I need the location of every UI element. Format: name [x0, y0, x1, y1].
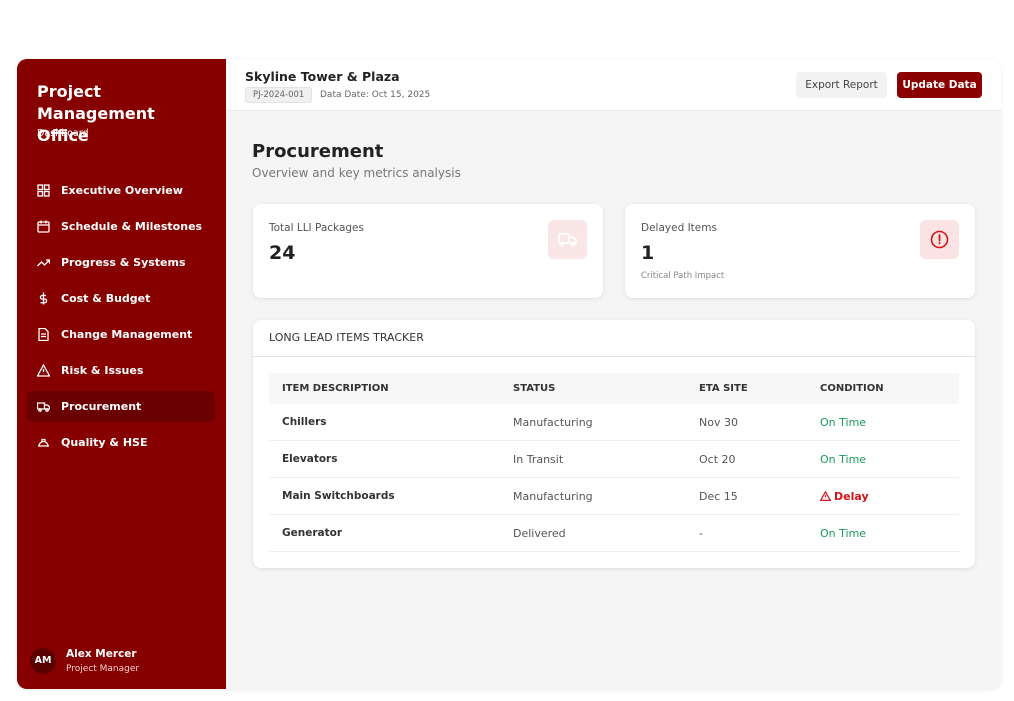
card-value: 1	[641, 242, 655, 264]
nav-label: Change Management	[61, 328, 193, 341]
project-code: PJ-2024-001	[245, 87, 313, 103]
card-icon	[920, 220, 959, 259]
cell-text: Delivered	[513, 527, 566, 540]
cell-text: Elevators	[282, 453, 338, 465]
app-window: Project Management Office Dashboard Exec…	[17, 59, 1001, 689]
nav-item[interactable]: Progress & Systems	[27, 247, 215, 278]
cell-text: Delay	[834, 490, 869, 503]
data-date: Data Date: Oct 15, 2025	[320, 90, 431, 100]
avatar: AM	[30, 648, 56, 674]
table-cell: Generator	[282, 527, 342, 539]
tracker-card: LONG LEAD ITEMS TRACKER ITEM DESCRIPTION…	[253, 320, 975, 568]
column-header: ITEM DESCRIPTION	[282, 383, 389, 394]
nav-label: Schedule & Milestones	[61, 220, 203, 233]
table-cell: -	[699, 527, 703, 540]
cell-text: Generator	[282, 527, 343, 539]
card-label: Total LLI Packages	[269, 222, 364, 234]
nav-icon	[38, 438, 49, 447]
sidebar-title: Project Management Office	[37, 82, 155, 145]
column-header: ETA SITE	[699, 383, 748, 394]
page-title: Procurement	[252, 141, 384, 162]
cell-text: Chillers	[282, 416, 327, 428]
cell-text: Oct 20	[699, 453, 736, 466]
table-row: Main Switchboards Manufacturing Dec 15 Dela…	[269, 478, 959, 515]
table-cell: On Time	[820, 527, 866, 540]
nav-label: Procurement	[61, 400, 142, 413]
nav-label: Cost & Budget	[61, 292, 151, 305]
table-cell: Dec 15	[699, 490, 738, 503]
table-cell: Oct 20	[699, 453, 736, 466]
nav-item[interactable]: Quality & HSE	[27, 427, 215, 458]
nav-item[interactable]: Change Management	[27, 319, 215, 350]
metric-card: Total LLI Packages 24	[253, 204, 603, 298]
table-cell: In Transit	[513, 453, 563, 466]
nav-icon	[37, 184, 50, 197]
nav-icon	[39, 292, 48, 305]
column-header: CONDITION	[820, 383, 884, 394]
table-cell: Manufacturing	[513, 416, 593, 429]
nav-item[interactable]: Schedule & Milestones	[27, 211, 215, 242]
card-icon	[548, 220, 587, 259]
table-cell: On Time	[820, 416, 866, 429]
nav-icon	[37, 402, 50, 412]
nav-icon	[37, 364, 50, 377]
cell-text: Main Switchboards	[282, 490, 395, 502]
table-cell: Elevators	[282, 453, 337, 465]
table-cell: Main Switchboards	[282, 490, 395, 502]
truck-icon	[558, 233, 577, 247]
nav-label: Executive Overview	[61, 184, 183, 197]
nav-icon	[37, 220, 50, 233]
card-value: 24	[269, 242, 296, 264]
cell-text: -	[699, 527, 703, 540]
user-role: Project Manager	[66, 664, 140, 674]
user-name: Alex Mercer	[66, 648, 137, 660]
warning-icon	[819, 490, 832, 501]
cell-text: Manufacturing	[513, 416, 593, 429]
nav-item[interactable]: Risk & Issues	[27, 355, 215, 386]
cell-text: In Transit	[513, 453, 564, 466]
tracker-title: LONG LEAD ITEMS TRACKER	[269, 331, 424, 344]
nav-item[interactable]: Executive Overview	[27, 175, 215, 206]
cell-text: On Time	[820, 527, 867, 540]
card-note: Critical Path Impact	[641, 271, 725, 281]
export-button[interactable]: Export Report	[796, 72, 887, 98]
nav-icon	[38, 328, 49, 341]
cell-text: On Time	[820, 416, 867, 429]
table-row: Elevators In Transit Oct 20 On Time	[269, 441, 959, 478]
table-cell: Nov 30	[699, 416, 738, 429]
nav-label: Risk & Issues	[61, 364, 144, 377]
table-row: Generator Delivered - On Time	[269, 515, 959, 552]
sidebar-subtitle: Dashboard	[37, 128, 89, 139]
nav-item[interactable]: Cost & Budget	[27, 283, 215, 314]
header: Skyline Tower & Plaza PJ-2024-001 Data D…	[226, 59, 1001, 111]
update-button[interactable]: Update Data	[897, 72, 982, 98]
page-subtitle: Overview and key metrics analysis	[252, 166, 461, 180]
sidebar: Project Management Office Dashboard Exec…	[17, 59, 226, 689]
table-row: Chillers Manufacturing Nov 30 On Time	[269, 404, 959, 441]
table-cell: Manufacturing	[513, 490, 593, 503]
divider	[253, 356, 975, 357]
cell-text: Nov 30	[699, 416, 738, 429]
alert-icon	[930, 230, 949, 249]
card-label: Delayed Items	[641, 222, 717, 234]
cell-text: Dec 15	[699, 490, 738, 503]
cell-text: Manufacturing	[513, 490, 593, 503]
cell-text: On Time	[820, 453, 867, 466]
table-cell: Delivered	[513, 527, 566, 540]
column-header: STATUS	[513, 383, 556, 394]
nav-icon	[37, 259, 50, 267]
nav-label: Quality & HSE	[61, 436, 148, 449]
table-cell: On Time	[820, 453, 866, 466]
nav-item[interactable]: Procurement	[27, 391, 215, 422]
table-header: ITEM DESCRIPTION STATUS ETA SITE CONDITI…	[269, 373, 959, 404]
nav-label: Progress & Systems	[61, 256, 186, 269]
table-cell: Delay	[819, 490, 869, 503]
table-cell: Chillers	[282, 416, 327, 428]
project-name: Skyline Tower & Plaza	[245, 69, 400, 84]
metric-card: Delayed Items 1 Critical Path Impact	[625, 204, 975, 298]
